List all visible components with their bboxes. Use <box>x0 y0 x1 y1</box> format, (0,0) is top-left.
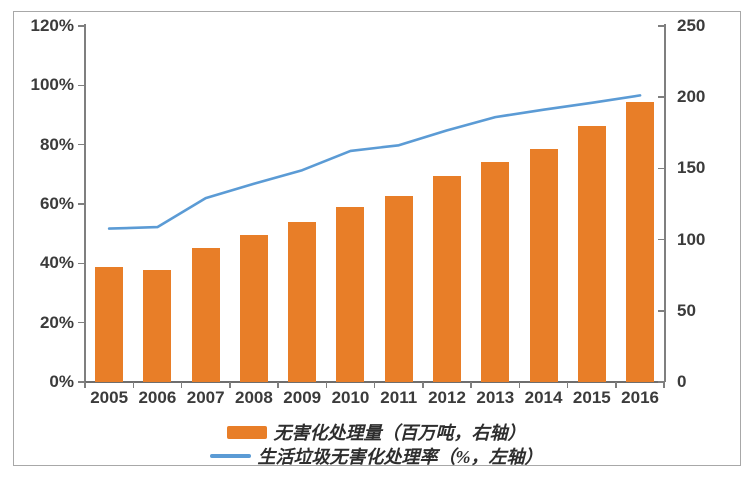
bar-2013 <box>481 162 510 382</box>
x-axis-tick <box>422 382 424 388</box>
right-axis-tick <box>658 238 665 241</box>
left-axis-tick <box>78 143 85 146</box>
chart-frame <box>13 11 741 466</box>
left-axis-label-0%: 0% <box>49 372 74 391</box>
right-axis-tick <box>658 167 665 170</box>
x-axis-label-2008: 2008 <box>235 388 273 407</box>
legend-item-volume: 无害化处理量（百万吨，右轴） <box>0 420 752 444</box>
left-axis-label-120%: 120% <box>30 16 74 35</box>
x-axis-label-2016: 2016 <box>621 388 659 407</box>
bar-2016 <box>626 101 655 382</box>
x-axis-tick <box>470 382 472 388</box>
right-axis-label-250: 250 <box>677 16 706 35</box>
x-axis-tick <box>180 382 183 388</box>
bar-2011 <box>384 195 413 382</box>
bar-2012 <box>433 175 462 382</box>
legend-volume-label: 无害化处理量（百万吨，右轴） <box>273 423 526 443</box>
legend-bar-swatch-icon <box>226 425 267 439</box>
x-axis-label-2014: 2014 <box>524 388 563 407</box>
right-axis-label-150: 150 <box>677 158 706 178</box>
x-axis-label-2005: 2005 <box>90 388 129 407</box>
x-axis-tick <box>277 382 279 388</box>
right-axis-tick <box>658 381 665 383</box>
left-axis-label-60%: 60% <box>39 194 74 213</box>
x-axis-tick <box>663 382 665 388</box>
x-axis-label-2007: 2007 <box>186 388 225 407</box>
left-axis-tick <box>78 84 85 87</box>
bar-2010 <box>336 206 365 382</box>
bar-2014 <box>529 148 558 382</box>
x-axis-label-2015: 2015 <box>572 388 611 407</box>
bar-2008 <box>239 235 268 382</box>
x-axis-label-2011: 2011 <box>380 388 418 407</box>
x-axis-label-2009: 2009 <box>283 388 322 407</box>
left-axis-tick <box>78 321 85 324</box>
x-axis-label-2013: 2013 <box>476 388 515 407</box>
right-axis-tick <box>658 310 665 312</box>
right-axis-label-0: 0 <box>677 372 687 391</box>
bar-2015 <box>577 125 606 382</box>
bar-2007 <box>191 247 220 382</box>
x-axis-tick <box>325 382 328 388</box>
x-axis-label-2010: 2010 <box>331 388 370 407</box>
bar-2009 <box>288 222 317 382</box>
x-axis-label-2006: 2006 <box>138 388 177 407</box>
left-axis <box>84 24 86 382</box>
x-axis-tick <box>132 382 135 388</box>
left-axis-tick <box>78 262 85 265</box>
right-axis-tick <box>658 25 665 27</box>
x-axis-tick <box>615 382 617 388</box>
legend: 无害化处理量（百万吨，右轴） 生活垃圾无害化处理率（%，左轴） <box>0 420 752 468</box>
legend-item-rate: 生活垃圾无害化处理率（%，左轴） <box>0 444 752 468</box>
right-axis-tick <box>658 96 665 98</box>
rate-line <box>107 94 642 230</box>
legend-line-swatch-icon <box>209 454 251 458</box>
right-axis-label-100: 100 <box>677 229 706 249</box>
x-axis-tick <box>518 382 521 388</box>
x-axis-tick <box>373 382 376 388</box>
left-axis-label-80%: 80% <box>39 134 74 154</box>
left-axis-tick <box>78 381 85 383</box>
left-axis-label-100%: 100% <box>30 75 74 95</box>
legend-rate-label: 生活垃圾无害化处理率（%，左轴） <box>257 447 543 467</box>
x-axis-tick <box>566 382 569 388</box>
left-axis-label-40%: 40% <box>39 253 74 273</box>
left-axis-label-20%: 20% <box>39 312 74 332</box>
right-axis-label-200: 200 <box>677 87 706 107</box>
left-axis-tick <box>78 25 85 27</box>
bar-2005 <box>95 267 124 382</box>
left-axis-tick <box>78 203 85 205</box>
right-axis <box>664 24 666 382</box>
right-axis-label-50: 50 <box>677 300 696 320</box>
bar-2006 <box>143 270 172 382</box>
x-axis-label-2012: 2012 <box>428 388 466 407</box>
x-axis-tick <box>84 382 86 388</box>
x-axis-tick <box>229 382 231 388</box>
